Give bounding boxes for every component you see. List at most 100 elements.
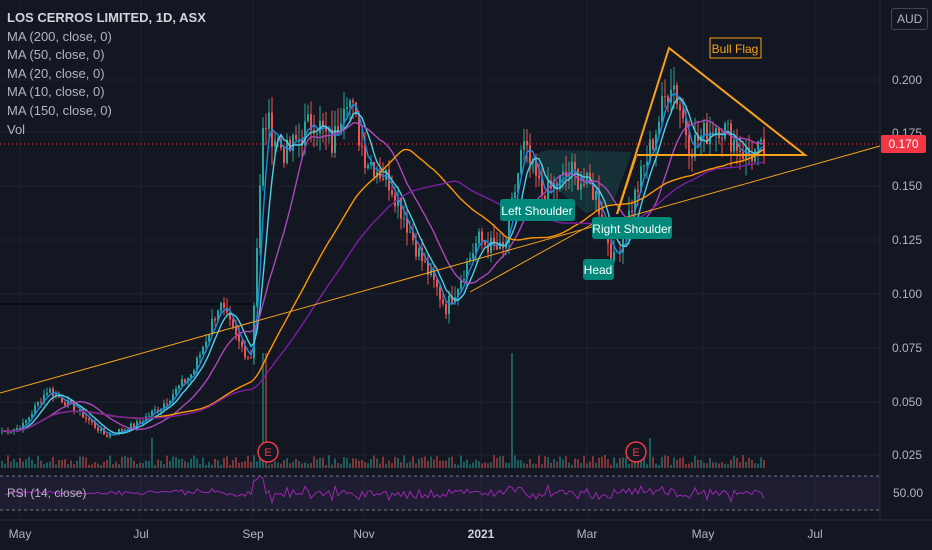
volume-bar xyxy=(562,459,564,468)
indicator-ma20[interactable]: MA (20, close, 0) xyxy=(7,65,105,81)
indicator-rsi[interactable]: RSI (14, close) xyxy=(7,486,87,500)
candle-body xyxy=(202,346,204,355)
candle-body xyxy=(649,139,651,162)
candle-body xyxy=(610,243,612,261)
price-axis[interactable]: 0.200 0.175 0.150 0.125 0.100 0.075 0.05… xyxy=(892,73,922,462)
candle-body xyxy=(445,303,447,315)
ma10-line xyxy=(1,92,765,436)
indicator-ma150[interactable]: MA (150, close, 0) xyxy=(7,102,112,118)
volume-bar xyxy=(97,463,99,468)
volume-bar xyxy=(373,455,375,468)
candle-body xyxy=(22,422,24,431)
volume-bar xyxy=(445,460,447,468)
candle-body xyxy=(391,190,393,195)
volume-bar xyxy=(568,462,570,468)
annotation-right-shoulder[interactable]: Right Shoulder xyxy=(592,217,672,239)
volume-bar xyxy=(382,456,384,468)
candle-body xyxy=(52,388,54,396)
annotation-left-shoulder[interactable]: Left Shoulder xyxy=(500,199,575,221)
annotation-bull-flag[interactable]: Bull Flag xyxy=(709,37,762,59)
volume-bar xyxy=(355,458,357,468)
volume-bar xyxy=(412,456,414,468)
candle-body xyxy=(118,429,120,435)
candle-body xyxy=(46,392,48,395)
flag-pole xyxy=(616,155,637,215)
volume-bar xyxy=(25,459,27,468)
volume-bar xyxy=(376,458,378,468)
candle-body xyxy=(286,139,288,163)
candle-body xyxy=(559,175,561,188)
candle-body xyxy=(526,141,528,146)
volume-bar xyxy=(514,455,516,468)
earnings-marker[interactable]: E xyxy=(257,441,279,463)
volume-bar xyxy=(271,463,273,468)
volume-bar xyxy=(697,459,699,468)
volume-bar xyxy=(241,462,243,468)
volume-bar xyxy=(28,456,30,468)
candle-body xyxy=(88,418,90,421)
volume-bar xyxy=(712,462,714,468)
trend-line[interactable] xyxy=(0,145,881,394)
volume-bar xyxy=(184,461,186,468)
candle-body xyxy=(262,127,264,186)
volume-bar xyxy=(226,456,228,468)
volume-bar xyxy=(649,438,651,468)
candle-body xyxy=(169,400,171,404)
volume-bar xyxy=(172,456,174,468)
volume-bar xyxy=(700,459,702,468)
volume-bar xyxy=(667,456,669,468)
time-axis[interactable]: May Jul Sep Nov 2021 Mar May Jul xyxy=(9,527,823,541)
indicator-volume[interactable]: Vol xyxy=(7,121,26,137)
volume-bar xyxy=(736,457,738,468)
candle-body xyxy=(304,121,306,146)
candle-body xyxy=(310,114,312,130)
bull-flag-triangle[interactable] xyxy=(616,46,808,215)
candle-body xyxy=(229,312,231,320)
annotation-head[interactable]: Head xyxy=(583,259,614,280)
volume-bar xyxy=(73,464,75,468)
candle-body xyxy=(214,318,216,321)
volume-bar xyxy=(367,463,369,468)
indicator-ma10[interactable]: MA (10, close, 0) xyxy=(7,84,105,100)
volume-bar xyxy=(613,457,615,468)
volume-bar xyxy=(409,461,411,468)
volume-bar xyxy=(583,455,585,468)
candle-body xyxy=(715,127,717,136)
candle-body xyxy=(349,100,351,107)
volume-bar xyxy=(124,456,126,468)
candle-body xyxy=(481,231,483,242)
candle-body xyxy=(40,402,42,404)
currency-badge[interactable]: AUD xyxy=(891,8,929,30)
candle-body xyxy=(91,420,93,423)
volume-bar xyxy=(397,458,399,468)
candle-body xyxy=(247,357,249,359)
symbol-title[interactable]: LOS CERROS LIMITED, 1D, ASX xyxy=(7,10,206,25)
volume-bar xyxy=(262,353,264,468)
volume-bar xyxy=(286,458,288,468)
volume-bar xyxy=(670,464,672,468)
candle-body xyxy=(730,123,732,152)
volume-bar xyxy=(541,464,543,468)
volume-bar xyxy=(580,463,582,468)
candle-body xyxy=(412,231,414,241)
earnings-marker[interactable]: E xyxy=(625,441,647,463)
candle-body xyxy=(757,141,759,150)
candle-body xyxy=(688,135,690,156)
volume-bar xyxy=(49,461,51,468)
volume-bar xyxy=(550,462,552,468)
volume-bar xyxy=(658,464,660,468)
indicator-ma50[interactable]: MA (50, close, 0) xyxy=(7,47,105,63)
volume-bar xyxy=(229,464,231,468)
candle-body xyxy=(256,248,258,307)
neckline[interactable] xyxy=(469,220,599,293)
volume-bar xyxy=(163,464,165,468)
indicator-ma200[interactable]: MA (200, close, 0) xyxy=(7,28,112,44)
volume-bar xyxy=(238,462,240,468)
volume-bar xyxy=(418,458,420,468)
volume-bar xyxy=(556,461,558,468)
volume-bar xyxy=(7,455,9,468)
volume-bar xyxy=(757,463,759,468)
candle-body xyxy=(190,374,192,379)
volume-bar xyxy=(244,461,246,468)
